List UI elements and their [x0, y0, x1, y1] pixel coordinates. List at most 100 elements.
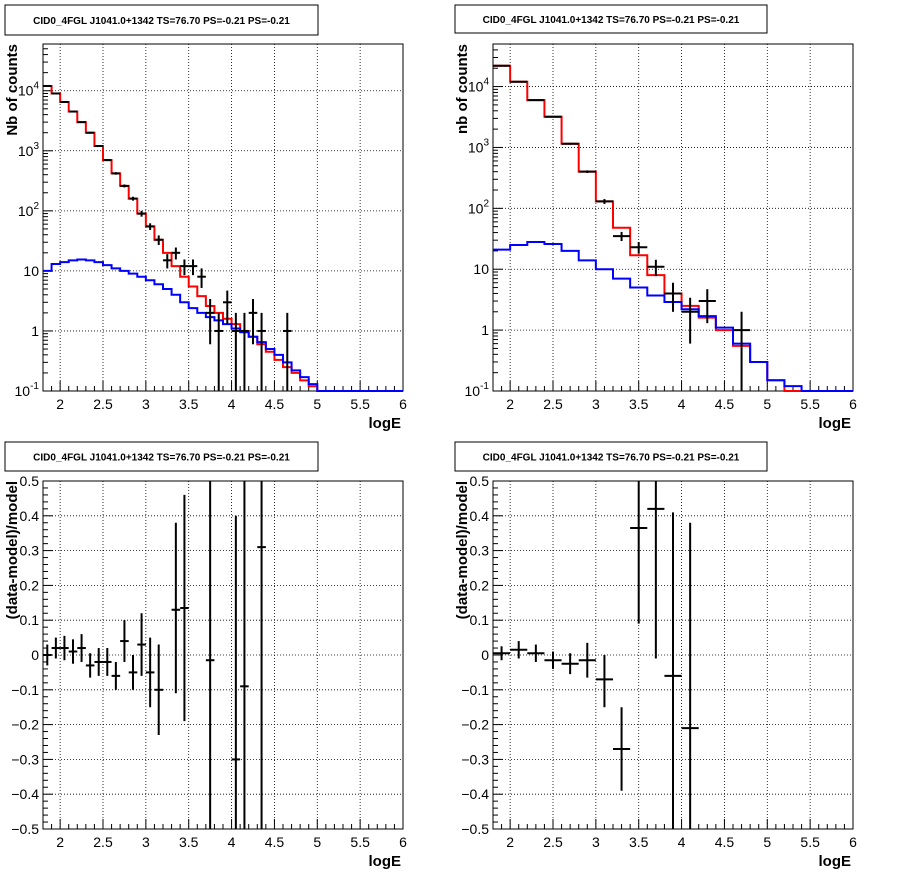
residual-panel-bottom-left: CID0_4FGL J1041.0+1342 TS=76.70 PS=-0.21… — [4, 441, 407, 870]
title-box — [454, 4, 768, 34]
data-point — [698, 289, 716, 324]
data-point — [85, 131, 95, 134]
y-tick-label: 0.2 — [470, 577, 490, 593]
data-point — [94, 648, 103, 676]
y-tick-label: 0.3 — [20, 543, 40, 559]
x-tick-label: 4.5 — [265, 834, 285, 850]
y-tick-label: 1 — [31, 323, 39, 339]
x-tick-label: 2 — [56, 834, 64, 850]
data-point — [527, 644, 545, 662]
data-point — [60, 100, 69, 103]
data-point — [188, 259, 198, 276]
data-point — [248, 299, 258, 345]
x-tick-label: 2 — [56, 396, 64, 412]
data-point — [111, 661, 121, 690]
data-point — [544, 651, 562, 669]
series-line-1 — [493, 240, 853, 392]
residual-panel-bottom-right: CID0_4FGL J1041.0+1342 TS=76.70 PS=-0.21… — [454, 441, 857, 870]
x-tick-label: 2 — [506, 396, 514, 412]
y-axis-title: Nb of counts — [4, 44, 21, 136]
x-tick-label: 5 — [763, 396, 771, 412]
data-point — [630, 481, 648, 624]
data-point — [68, 110, 78, 113]
y-tick-label: −0.1 — [461, 682, 489, 698]
data-point — [681, 522, 699, 829]
x-tick-label: 2.5 — [543, 834, 563, 850]
x-tick-label: 4 — [228, 834, 236, 850]
x-tick-label: 2.5 — [93, 834, 113, 850]
data-point — [137, 613, 146, 676]
data-point — [664, 512, 682, 829]
data-point — [171, 522, 181, 694]
y-tick-label: 0.4 — [470, 508, 490, 524]
x-tick-label: 6 — [849, 396, 857, 412]
y-tick-label: 0.2 — [20, 577, 40, 593]
y-tick-label: 103 — [468, 137, 490, 155]
y-tick-label: −0.5 — [11, 821, 39, 837]
y-tick-label: 10 — [473, 261, 489, 277]
data-point — [145, 223, 155, 230]
plot-frame — [492, 43, 854, 392]
data-point — [128, 196, 138, 201]
data-point — [493, 646, 511, 661]
data-point — [578, 642, 596, 678]
x-tick-label: 4.5 — [265, 396, 285, 412]
data-point — [103, 648, 112, 676]
x-tick-label: 6 — [399, 834, 407, 850]
data-point — [630, 241, 648, 254]
data-point — [154, 235, 163, 245]
data-point — [120, 184, 129, 188]
x-tick-label: 5 — [313, 396, 321, 412]
data-point — [240, 481, 249, 829]
data-point — [163, 254, 172, 269]
data-point — [85, 653, 95, 678]
data-point — [223, 290, 232, 325]
y-axis-title: (data-model)/model — [454, 481, 471, 619]
x-tick-label: 5 — [763, 834, 771, 850]
x-axis-title: logE — [819, 415, 852, 432]
data-point — [613, 707, 631, 791]
x-tick-label: 6 — [849, 834, 857, 850]
data-point — [647, 481, 665, 659]
y-tick-label: −0.3 — [11, 751, 39, 767]
x-tick-label: 3 — [592, 834, 600, 850]
x-tick-label: 3 — [142, 396, 150, 412]
x-tick-label: 4 — [678, 396, 686, 412]
data-point — [231, 515, 241, 829]
data-point — [137, 210, 146, 217]
y-tick-label: 0.4 — [20, 508, 40, 524]
title-box — [4, 441, 319, 472]
y-tick-label: 0.1 — [20, 612, 40, 628]
y-tick-label: 0 — [31, 647, 39, 663]
data-point — [561, 142, 579, 145]
data-point — [510, 80, 528, 83]
y-tick-label: 10-1 — [15, 381, 40, 399]
data-point — [197, 268, 206, 288]
y-tick-label: 0 — [481, 647, 489, 663]
x-tick-label: 5.5 — [350, 396, 370, 412]
y-tick-label: 0.3 — [470, 543, 490, 559]
x-tick-label: 5.5 — [800, 396, 820, 412]
data-point — [527, 99, 545, 102]
data-point — [664, 282, 682, 312]
panel-title: CID0_4FGL J1041.0+1342 TS=76.70 PS=-0.21… — [33, 16, 290, 27]
data-point — [240, 312, 249, 391]
x-tick-label: 5 — [313, 834, 321, 850]
counts-panel-top-left: CID0_4FGL J1041.0+1342 TS=76.70 PS=-0.21… — [4, 4, 407, 432]
y-tick-label: −0.3 — [461, 751, 489, 767]
y-tick-label: 0.1 — [470, 612, 490, 628]
data-point — [77, 121, 86, 124]
data-point — [214, 312, 223, 391]
data-point — [154, 644, 163, 736]
y-tick-label: −0.5 — [461, 821, 489, 837]
y-tick-label: −0.4 — [11, 786, 39, 802]
data-point — [180, 259, 189, 276]
data-point — [77, 634, 86, 662]
y-tick-label: 103 — [18, 141, 40, 159]
y-tick-label: 0.5 — [20, 473, 40, 489]
data-point — [561, 653, 579, 675]
data-point — [68, 639, 78, 664]
x-tick-label: 5.5 — [350, 834, 370, 850]
data-point — [544, 115, 562, 118]
